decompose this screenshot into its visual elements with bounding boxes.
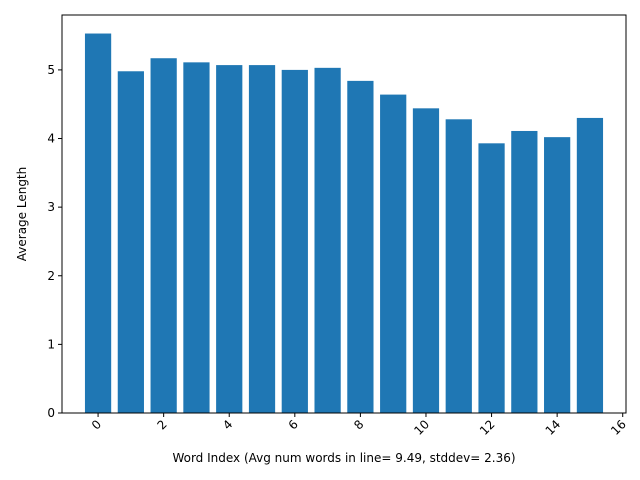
y-axis-label: Average Length [15,167,29,261]
bar-3 [183,62,210,414]
x-tick-label: 6 [286,417,301,432]
x-axis-ticks: 0 2 4 6 8 10 12 14 16 [89,413,629,438]
y-tick-label: 1 [47,337,55,351]
bar-2 [150,58,177,414]
x-tick-label: 2 [154,417,169,432]
bar-5 [248,65,276,413]
y-tick-label: 4 [47,132,55,146]
bar-4 [216,65,243,413]
x-tick-label: 0 [89,417,104,432]
bar-1 [117,71,144,413]
bar-14 [544,137,571,413]
y-tick-label: 3 [47,200,55,214]
bar-9 [380,94,407,413]
plot-frame [61,14,627,414]
bar-10 [412,108,440,414]
bar-15 [576,117,604,414]
bar-7 [314,67,341,414]
y-axis-ticks: 0 1 2 3 4 5 [47,63,62,420]
y-tick-label: 5 [47,63,55,77]
y-tick-label: 0 [47,406,55,420]
bar-12 [478,143,505,414]
x-tick-label: 4 [220,417,235,432]
y-tick-label: 2 [47,269,55,283]
x-tick-label: 10 [411,417,432,438]
x-tick-label: 14 [543,417,564,438]
bar-0 [84,33,112,413]
x-axis-label: Word Index (Avg num words in line= 9.49,… [172,451,515,465]
x-tick-label: 16 [608,417,629,438]
bar-8 [347,80,374,414]
bar-11 [445,119,472,413]
x-tick-label: 8 [351,417,366,432]
bar-13 [511,130,538,413]
x-tick-label: 12 [477,417,498,438]
bar-6 [281,69,308,414]
bars-group [84,33,604,414]
